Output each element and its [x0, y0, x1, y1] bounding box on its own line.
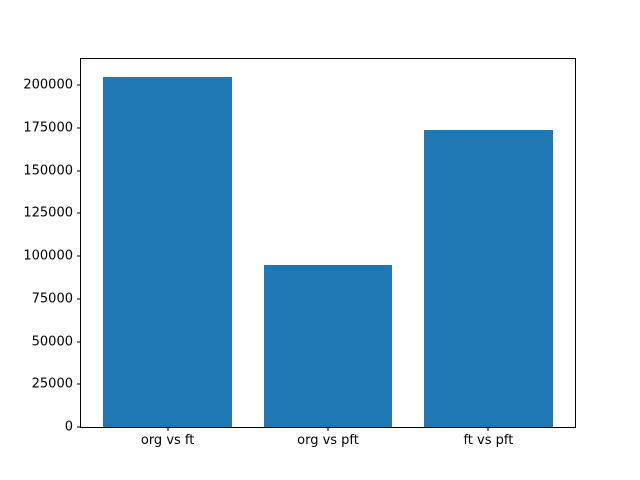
y-tick-mark — [77, 212, 81, 214]
bar-org-vs-ft — [103, 76, 232, 427]
y-tick-label: 150000 — [23, 163, 73, 179]
y-tick-label: 125000 — [23, 205, 73, 221]
x-tick-label: ft vs pft — [463, 433, 514, 448]
y-tick-mark — [77, 255, 81, 257]
y-tick-label: 200000 — [23, 77, 73, 93]
y-tick-label: 175000 — [23, 120, 73, 136]
x-tick-label: org vs ft — [140, 433, 195, 448]
bar-ft-vs-pft — [424, 129, 553, 427]
y-tick-mark — [77, 127, 81, 129]
y-tick-mark — [77, 170, 81, 172]
bar-org-vs-pft — [263, 264, 393, 427]
x-tick-mark — [167, 427, 169, 431]
y-tick-label: 25000 — [31, 376, 73, 392]
y-tick-mark — [77, 84, 81, 86]
x-tick-mark — [327, 427, 329, 431]
plot-area: 0 25000 50000 75000 100000 125000 150000 175000… — [23, 58, 576, 447]
y-tick-label: 0 — [64, 419, 73, 435]
y-tick-label: 75000 — [31, 291, 73, 307]
y-tick-mark — [77, 426, 81, 428]
y-tick-label: 50000 — [31, 334, 73, 350]
y-tick-mark — [77, 298, 81, 300]
y-tick-mark — [77, 341, 81, 343]
x-tick-mark — [487, 427, 489, 431]
y-tick-mark — [77, 383, 81, 385]
y-tick-label: 100000 — [23, 248, 73, 264]
x-tick-label: org vs pft — [297, 433, 359, 448]
